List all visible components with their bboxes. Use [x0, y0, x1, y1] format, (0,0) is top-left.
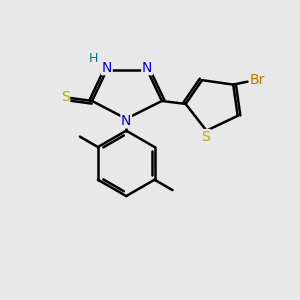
Text: Br: Br	[250, 73, 265, 87]
Text: N: N	[142, 61, 152, 75]
Text: N: N	[121, 114, 131, 128]
Text: S: S	[202, 130, 210, 144]
Text: H: H	[89, 52, 98, 65]
Text: N: N	[102, 61, 112, 75]
Text: S: S	[61, 90, 70, 104]
